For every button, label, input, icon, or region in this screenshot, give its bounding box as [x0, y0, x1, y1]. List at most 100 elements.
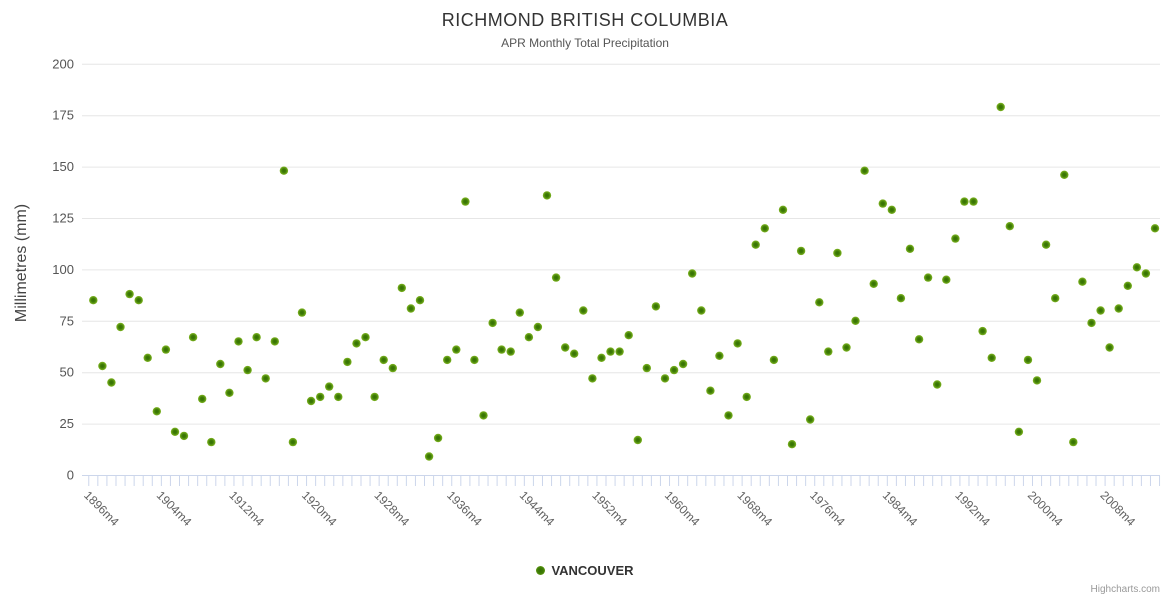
data-point[interactable]	[933, 380, 942, 389]
data-point[interactable]	[642, 363, 651, 373]
data-point[interactable]	[706, 386, 715, 395]
data-point[interactable]	[461, 197, 470, 206]
data-point[interactable]	[479, 411, 488, 420]
data-point[interactable]	[1123, 281, 1133, 290]
data-point[interactable]	[524, 333, 534, 342]
data-point[interactable]	[923, 273, 933, 282]
data-point[interactable]	[815, 298, 824, 307]
data-point[interactable]	[1023, 355, 1033, 365]
highcharts-credits-link[interactable]: Highcharts.com	[1090, 584, 1160, 595]
data-point[interactable]	[615, 347, 624, 356]
data-point[interactable]	[551, 273, 561, 282]
data-point[interactable]	[678, 359, 688, 369]
data-point[interactable]	[325, 382, 334, 391]
data-point[interactable]	[987, 353, 996, 362]
data-point[interactable]	[1132, 263, 1142, 272]
data-point[interactable]	[415, 296, 425, 305]
data-point[interactable]	[488, 318, 497, 328]
data-point[interactable]	[497, 345, 506, 354]
data-point[interactable]	[279, 166, 289, 175]
data-point[interactable]	[651, 302, 661, 311]
data-point[interactable]	[470, 355, 479, 365]
data-point[interactable]	[316, 392, 325, 402]
data-point[interactable]	[306, 396, 316, 406]
data-point[interactable]	[606, 347, 615, 356]
data-point[interactable]	[515, 308, 524, 317]
data-point[interactable]	[951, 234, 960, 243]
data-point[interactable]	[869, 279, 878, 288]
data-point[interactable]	[833, 248, 842, 258]
data-point[interactable]	[188, 333, 198, 342]
data-point[interactable]	[806, 415, 815, 424]
data-point[interactable]	[134, 296, 143, 305]
data-point[interactable]	[688, 269, 697, 278]
data-point[interactable]	[107, 378, 116, 387]
data-point[interactable]	[252, 333, 261, 342]
data-point[interactable]	[1060, 170, 1069, 179]
data-point[interactable]	[1041, 240, 1051, 249]
data-point[interactable]	[533, 322, 543, 332]
data-point[interactable]	[887, 205, 896, 214]
data-point[interactable]	[570, 349, 579, 358]
data-point[interactable]	[243, 365, 252, 375]
data-point[interactable]	[751, 240, 760, 249]
data-point[interactable]	[1114, 304, 1123, 313]
data-point[interactable]	[225, 388, 234, 397]
data-point[interactable]	[914, 335, 924, 344]
data-point[interactable]	[406, 304, 416, 313]
data-point[interactable]	[198, 394, 207, 404]
data-point[interactable]	[733, 339, 742, 348]
data-point[interactable]	[1096, 306, 1105, 315]
data-point[interactable]	[579, 306, 588, 315]
data-point[interactable]	[796, 246, 806, 256]
data-point[interactable]	[824, 347, 833, 356]
data-point[interactable]	[1005, 222, 1014, 231]
data-point[interactable]	[125, 289, 134, 299]
data-point[interactable]	[851, 316, 860, 325]
data-point[interactable]	[388, 363, 397, 373]
data-point[interactable]	[1150, 224, 1160, 233]
data-point[interactable]	[561, 343, 570, 352]
data-point[interactable]	[1105, 343, 1114, 352]
data-point[interactable]	[597, 353, 606, 362]
data-point[interactable]	[234, 337, 243, 346]
data-point[interactable]	[778, 205, 788, 214]
data-point[interactable]	[878, 199, 887, 208]
data-point[interactable]	[588, 374, 597, 383]
data-point[interactable]	[343, 357, 352, 367]
data-point[interactable]	[433, 433, 443, 443]
data-point[interactable]	[669, 365, 679, 375]
data-point[interactable]	[352, 339, 361, 348]
data-point[interactable]	[161, 345, 171, 354]
data-point[interactable]	[216, 359, 225, 369]
data-point[interactable]	[288, 437, 298, 447]
data-point[interactable]	[760, 224, 769, 233]
data-point[interactable]	[452, 345, 461, 354]
data-point[interactable]	[370, 392, 379, 402]
data-point[interactable]	[179, 431, 189, 441]
data-point[interactable]	[660, 374, 670, 383]
data-point[interactable]	[742, 392, 751, 402]
data-point[interactable]	[633, 435, 642, 445]
data-point[interactable]	[1069, 437, 1078, 447]
data-point[interactable]	[715, 351, 724, 360]
data-point[interactable]	[996, 102, 1005, 112]
data-point[interactable]	[787, 440, 797, 449]
data-point[interactable]	[542, 191, 552, 200]
data-point[interactable]	[89, 296, 98, 305]
data-point[interactable]	[1032, 376, 1042, 385]
data-point[interactable]	[170, 427, 180, 436]
data-point[interactable]	[905, 244, 915, 253]
data-point[interactable]	[397, 283, 406, 293]
data-point[interactable]	[334, 392, 343, 402]
data-point[interactable]	[1141, 269, 1151, 278]
legend-item-vancouver[interactable]: VANCOUVER	[536, 563, 634, 578]
data-point[interactable]	[842, 343, 851, 352]
data-point[interactable]	[270, 337, 279, 346]
data-point[interactable]	[942, 275, 951, 284]
data-point[interactable]	[860, 166, 869, 175]
data-point[interactable]	[1078, 277, 1087, 286]
data-point[interactable]	[960, 197, 969, 206]
data-point[interactable]	[978, 326, 987, 336]
data-point[interactable]	[424, 452, 434, 461]
